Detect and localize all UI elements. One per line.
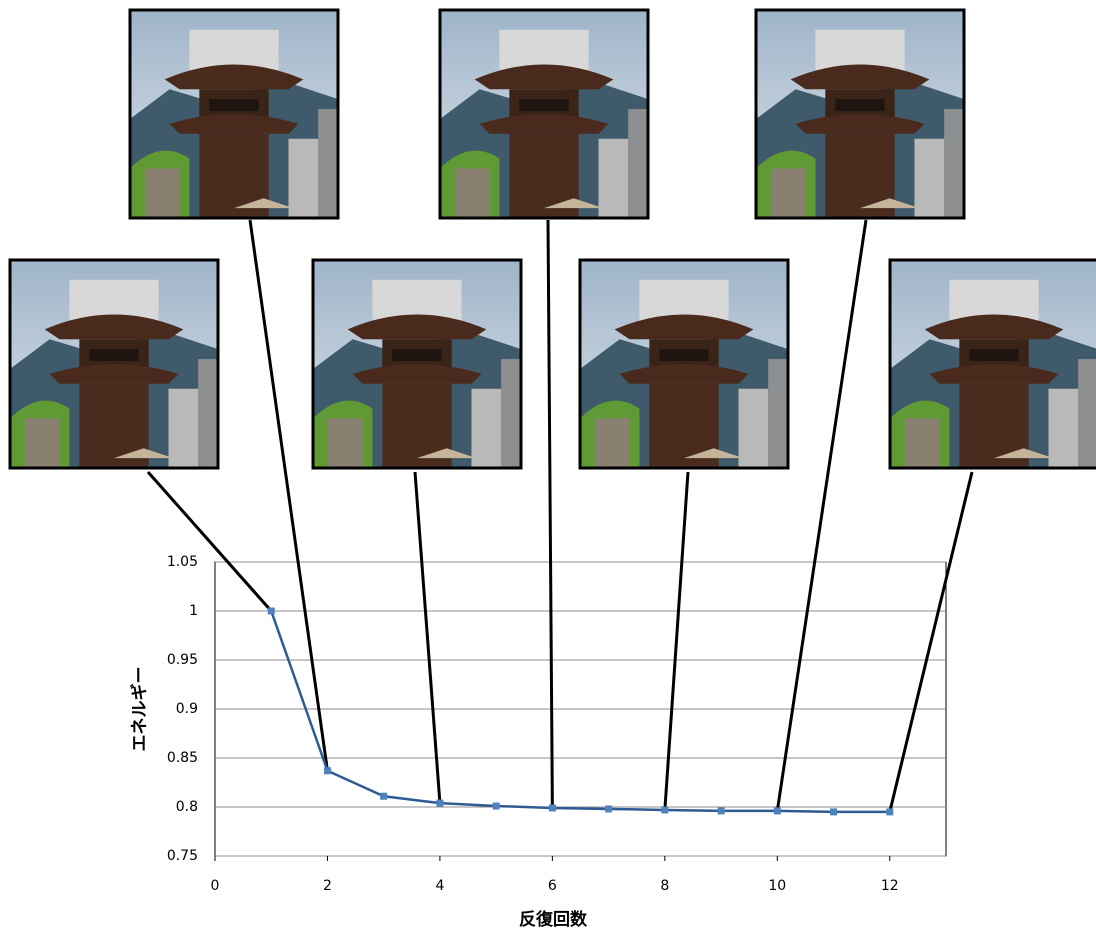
thumbnail [130,10,338,218]
connector [665,472,688,810]
thumbnail [756,10,964,218]
y-axis-title: エネルギー [130,667,150,752]
thumbnail [313,260,521,468]
x-tick-label: 4 [435,878,444,894]
connector [890,472,972,812]
data-marker [886,808,893,815]
data-marker [605,805,612,812]
chart: 反復回数 エネルギー 0.75 0.8 0.85 0.9 0.95 1 1.05 0 2 4 6 8 1… [0,0,1096,938]
y-tick-label: 0.85 [167,750,198,766]
connector [148,472,271,611]
data-line [271,611,890,812]
x-tick-label: 6 [548,878,557,894]
data-marker [493,803,500,810]
thumbnail [890,260,1096,468]
connector [777,220,866,811]
x-tick-label: 2 [323,878,332,894]
data-marker [380,793,387,800]
data-marker [268,608,275,615]
data-marker [830,808,837,815]
data-marker [324,767,331,774]
image-layer [10,10,1096,468]
y-tick-label: 0.95 [167,652,198,668]
x-tick-label: 12 [881,878,899,894]
x-axis-title: 反復回数 [519,909,588,930]
x-tick-label: 0 [211,878,220,894]
y-tick-label: 0.8 [176,799,198,815]
data-marker [549,804,556,811]
thumbnail [440,10,648,218]
y-tick-label: 0.9 [176,701,198,717]
y-tick-label: 0.75 [167,848,198,864]
y-tick-label: 1.05 [167,554,198,570]
x-tick-label: 10 [768,878,786,894]
data-marker [436,800,443,807]
connector [548,220,552,808]
data-marker [774,807,781,814]
connector [415,472,440,803]
thumbnail [10,260,218,468]
data-marker [718,807,725,814]
x-tick-label: 8 [660,878,669,894]
data-marker [661,806,668,813]
thumbnail [580,260,788,468]
y-tick-label: 1 [189,603,198,619]
